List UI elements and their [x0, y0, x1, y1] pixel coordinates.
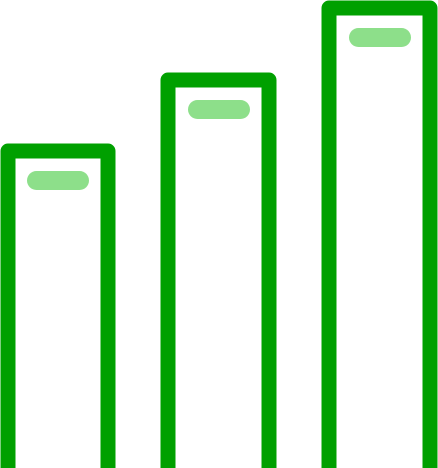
bar-short-label-pill: [27, 171, 89, 190]
bar-tall-outline: [321, 0, 438, 468]
bar-medium: [160, 72, 277, 468]
bar-tall: [321, 0, 438, 468]
bar-short-outline: [0, 143, 116, 468]
bar-medium-outline: [160, 72, 277, 468]
bar-short: [0, 143, 116, 468]
bar-tall-label-pill: [349, 28, 411, 47]
bar-medium-label-pill: [188, 100, 250, 119]
